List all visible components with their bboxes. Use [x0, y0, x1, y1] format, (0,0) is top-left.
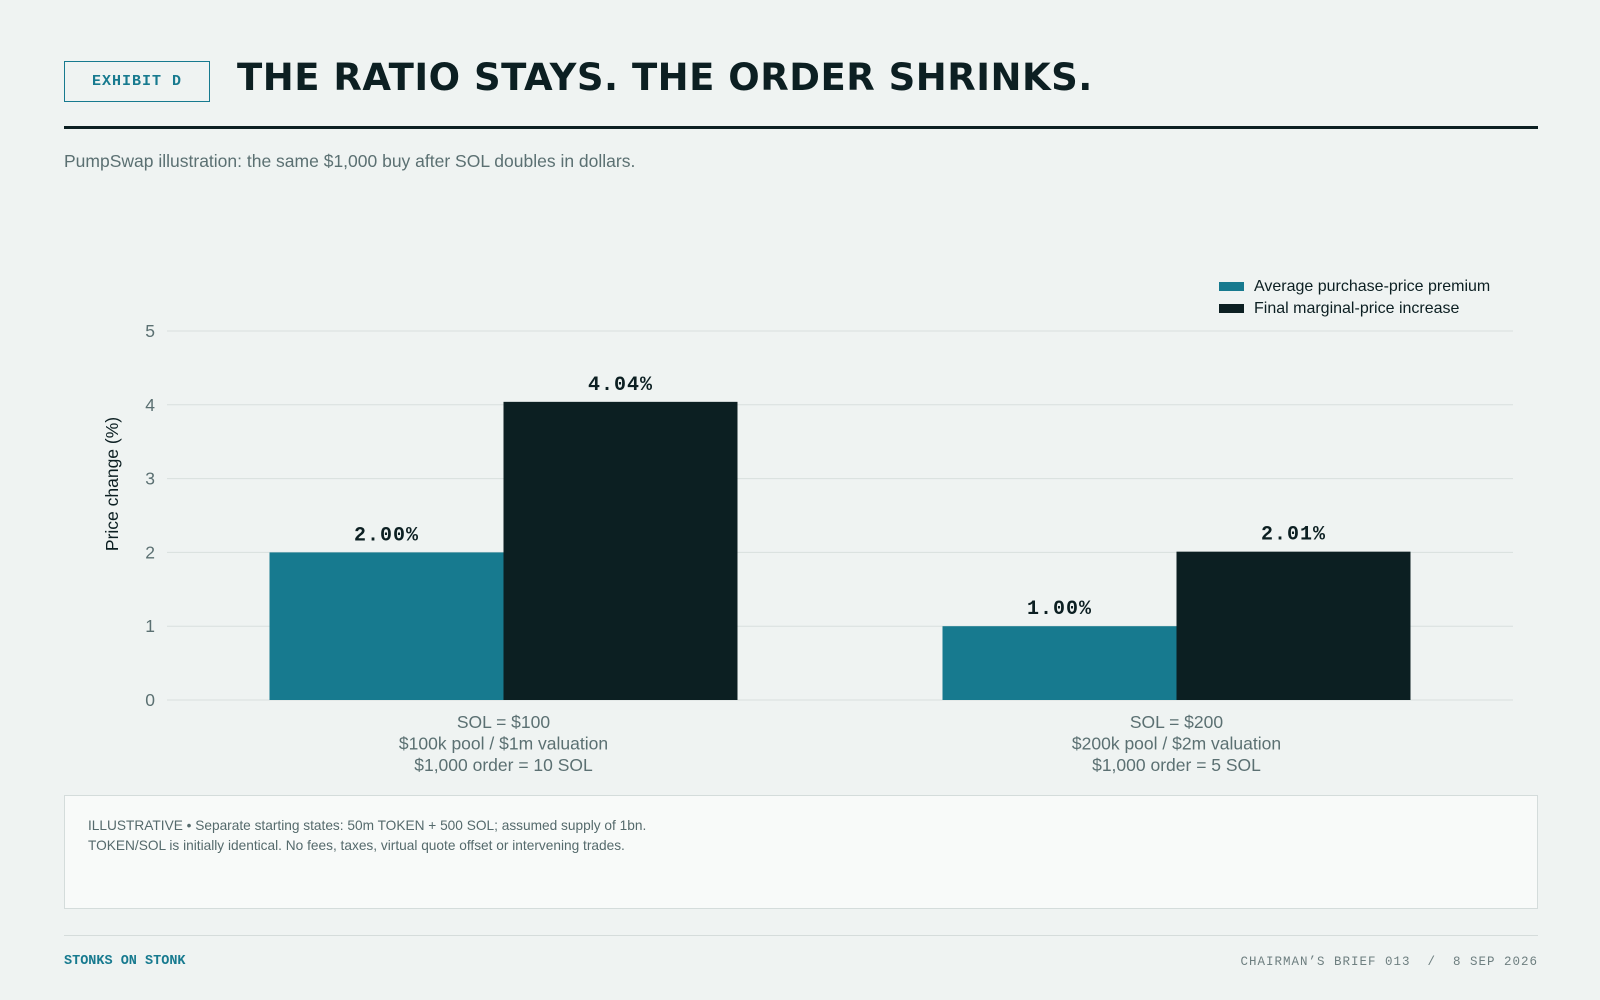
y-axis-label: Price change (%) — [102, 417, 122, 551]
x-tick-label: $1,000 order = 10 SOL — [414, 755, 593, 775]
page-title: THE RATIO STAYS. THE ORDER SHRINKS. — [237, 56, 1093, 99]
x-tick-label: $1,000 order = 5 SOL — [1092, 755, 1261, 775]
legend-label: Average purchase-price premium — [1254, 278, 1490, 295]
bar-value-label: 2.01% — [1261, 524, 1326, 547]
note-line: ILLUSTRATIVE • Separate starting states:… — [88, 818, 647, 833]
y-tick-label: 0 — [145, 690, 155, 710]
y-tick-label: 5 — [145, 321, 155, 341]
bar — [1176, 551, 1411, 700]
bar-chart: 0 1 2 3 4 5 Price change (%) 2.00% 4.04% SOL = $1… — [102, 278, 1513, 775]
bar — [503, 401, 738, 700]
bar-value-label: 1.00% — [1027, 598, 1092, 621]
y-tick-label: 4 — [145, 395, 155, 415]
legend-swatch — [1219, 282, 1244, 291]
footer-divider — [64, 935, 1538, 936]
footer-meta: CHAIRMAN’S BRIEF 013 / 8 SEP 2026 — [1240, 955, 1538, 969]
title-divider — [64, 126, 1538, 129]
bar — [942, 626, 1177, 700]
page-subtitle: PumpSwap illustration: the same $1,000 b… — [64, 151, 636, 171]
bar — [269, 552, 504, 700]
x-tick-label: SOL = $100 — [457, 712, 551, 732]
legend-label: Final marginal-price increase — [1254, 300, 1460, 317]
x-tick-label: $100k pool / $1m valuation — [399, 734, 608, 754]
bar-value-label: 4.04% — [588, 374, 653, 397]
note-line: TOKEN/SOL is initially identical. No fee… — [88, 837, 625, 853]
legend-swatch — [1219, 304, 1244, 313]
x-tick-label: SOL = $200 — [1130, 712, 1224, 732]
y-tick-label: 3 — [145, 469, 155, 489]
y-tick-label: 2 — [145, 542, 155, 562]
y-tick-label: 1 — [145, 616, 155, 636]
note-box: ILLUSTRATIVE • Separate starting states:… — [64, 795, 1538, 909]
x-tick-label: $200k pool / $2m valuation — [1072, 734, 1281, 754]
exhibit-tag: EXHIBIT D — [64, 61, 210, 102]
footer-brand: STONKS ON STONK — [64, 954, 186, 969]
bar-value-label: 2.00% — [354, 524, 419, 547]
